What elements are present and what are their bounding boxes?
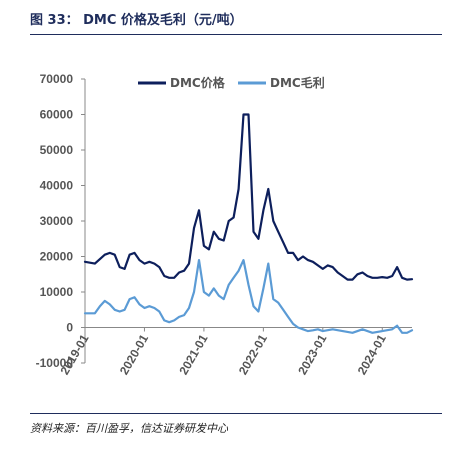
chart-series: [83, 113, 414, 334]
legend-label-dmc-margin: DMC毛利: [270, 75, 325, 90]
legend-label-dmc-price: DMC价格: [170, 75, 226, 90]
title-divider: [30, 34, 442, 35]
y-tick-label: 0: [66, 321, 73, 335]
y-tick-label: 30000: [40, 214, 74, 228]
y-tick-label: -10000: [36, 356, 74, 370]
x-tick-label: 2020-01: [117, 332, 151, 377]
y-tick-label: 50000: [40, 143, 74, 157]
footer-divider: [30, 413, 442, 414]
y-tick-label: 20000: [40, 250, 74, 264]
series-line-dmc-price: [83, 113, 414, 281]
figure-title: 图 33： DMC 价格及毛利（元/吨）: [30, 13, 243, 28]
chart-legend: DMC价格 DMC毛利: [138, 75, 325, 90]
source-note: 资料来源：百川盈孚，信达证券研发中心: [30, 422, 228, 435]
x-tick-label: 2022-01: [236, 332, 270, 377]
x-tick-label: 2019-01: [57, 332, 91, 377]
y-tick-label: 60000: [40, 108, 74, 122]
y-tick-label: 40000: [40, 179, 74, 193]
y-tick-label: 10000: [40, 285, 74, 299]
series-line-dmc-margin: [83, 259, 414, 334]
x-tick-label: 2021-01: [176, 332, 210, 377]
y-tick-label: 70000: [40, 72, 74, 86]
x-tick-label: 2024-01: [355, 332, 389, 377]
x-tick-label: 2023-01: [295, 332, 329, 377]
